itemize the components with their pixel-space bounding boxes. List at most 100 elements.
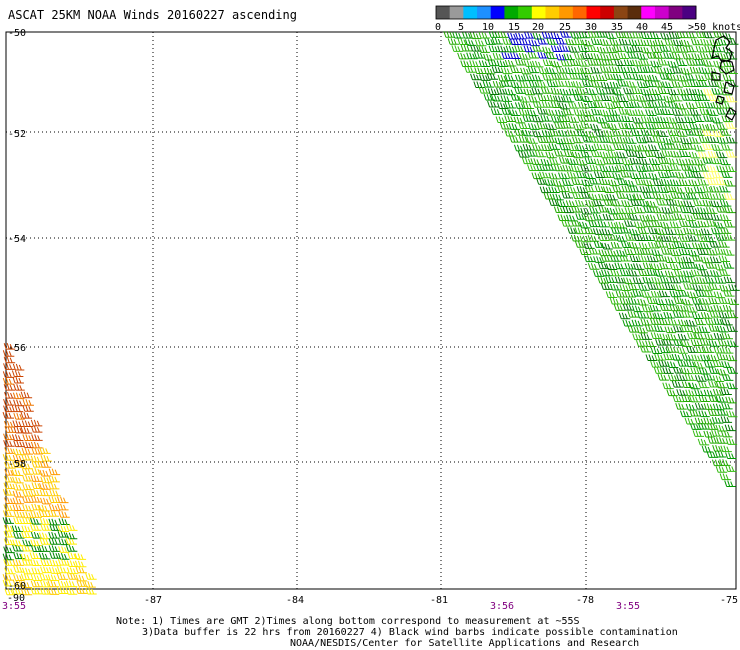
wind-barb: [719, 227, 732, 234]
wind-barb: [586, 115, 598, 122]
wind-barb: [556, 200, 569, 207]
wind-barb: [20, 391, 33, 399]
wind-barb: [48, 468, 61, 476]
legend-swatch: [531, 6, 546, 19]
wind-barb: [669, 276, 681, 284]
wind-barb: [681, 395, 693, 402]
wind-barb: [641, 305, 654, 313]
wind-barb: [641, 101, 653, 109]
wind-barb: [665, 198, 678, 206]
wind-barb: [697, 235, 709, 242]
wind-barb: [550, 60, 563, 68]
wind-barb: [645, 109, 657, 116]
wind-barb: [666, 74, 679, 81]
wind-barb: [553, 164, 566, 172]
wind-barb: [717, 38, 729, 46]
wind-barb: [561, 191, 574, 199]
wind-barb: [668, 46, 681, 53]
wind-barb: [651, 249, 663, 256]
wind-barb: [712, 375, 725, 382]
wind-barb: [558, 157, 571, 164]
wind-barb: [638, 144, 651, 152]
wind-barb: [661, 122, 674, 129]
wind-barb: [697, 178, 709, 186]
wind-barb: [725, 122, 737, 129]
wind-barb: [698, 367, 711, 375]
wind-barb: [673, 297, 686, 304]
wind-barb: [690, 326, 702, 334]
wind-barb: [666, 116, 678, 124]
wind-barb: [582, 135, 594, 143]
wind-barb: [483, 53, 495, 61]
wind-barb: [696, 277, 708, 284]
wind-barb: [514, 102, 527, 109]
wind-barb: [699, 338, 712, 346]
wind-barb: [690, 367, 702, 375]
wind-barb: [12, 490, 25, 498]
wind-barb: [722, 261, 735, 269]
wind-barb: [13, 384, 25, 391]
wind-barb: [600, 255, 613, 262]
wind-barb: [723, 276, 736, 284]
wind-barb: [3, 482, 15, 490]
wind-barb: [716, 107, 728, 115]
wind-barb: [680, 94, 693, 101]
wind-barb: [692, 430, 705, 437]
wind-barb: [527, 66, 540, 74]
wind-barb: [40, 559, 52, 566]
wind-barb: [614, 262, 626, 270]
wind-barb: [48, 504, 61, 512]
wind-barb: [48, 496, 60, 503]
time-label: 3:56: [490, 601, 514, 612]
wind-barb: [592, 213, 605, 221]
wind-barb: [48, 538, 60, 545]
wind-barb: [709, 39, 721, 46]
wind-barb: [29, 552, 42, 559]
wind-barb: [22, 474, 34, 482]
wind-barb: [629, 255, 642, 262]
graticule: [6, 31, 736, 590]
wind-barb: [621, 185, 634, 193]
wind-barb: [473, 51, 486, 59]
wind-barb: [557, 214, 569, 222]
wind-barb: [21, 447, 34, 455]
wind-barb: [3, 343, 16, 350]
wind-barb: [711, 87, 723, 95]
wind-barb: [11, 405, 24, 413]
wind-barb: [452, 31, 464, 39]
wind-barb: [617, 52, 629, 59]
wind-barb: [482, 81, 495, 88]
wind-barb: [719, 284, 731, 292]
wind-barb: [508, 109, 521, 117]
wind-barb: [646, 200, 659, 208]
wind-barb: [659, 346, 671, 354]
wind-barb: [593, 241, 606, 248]
wind-barb: [30, 441, 43, 449]
wind-barb: [531, 87, 543, 95]
wind-barb: [3, 420, 16, 428]
wind-barb: [565, 38, 577, 46]
wind-barb: [727, 340, 739, 347]
wind-barb: [711, 430, 723, 437]
wind-barb: [702, 185, 715, 193]
wind-barb: [719, 129, 732, 136]
wind-barb: [675, 402, 687, 410]
wind-barb: [721, 115, 733, 123]
wind-barb: [673, 339, 685, 346]
wind-barb: [646, 52, 658, 59]
wind-barb: [689, 409, 701, 417]
wind-barb: [643, 135, 655, 143]
wind-barb: [587, 31, 600, 38]
wind-barb: [58, 518, 70, 525]
wind-barb: [39, 518, 52, 525]
lon-label: -84: [286, 595, 304, 606]
wind-barb: [594, 101, 606, 108]
wind-barb: [716, 353, 729, 361]
wind-barb: [624, 290, 636, 298]
wind-barb: [548, 186, 560, 194]
wind-barb: [30, 518, 42, 525]
wind-barb: [65, 545, 78, 552]
wind-barb: [722, 60, 735, 67]
wind-barb: [725, 52, 738, 60]
wind-barb: [657, 58, 670, 66]
